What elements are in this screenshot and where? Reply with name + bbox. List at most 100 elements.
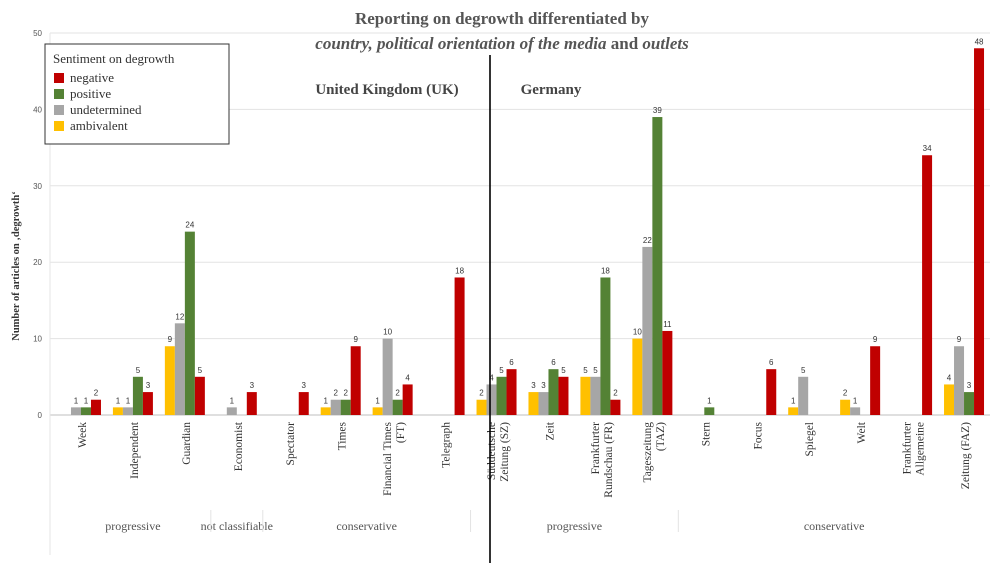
category-label-line: Allgemeine — [915, 422, 927, 476]
category-label: Spectator — [285, 422, 297, 466]
data-label: 5 — [561, 366, 566, 375]
bar-ambivalent — [476, 399, 487, 415]
bar-positive — [392, 399, 403, 415]
bar-ambivalent — [788, 407, 799, 415]
y-tick-label: 50 — [33, 29, 42, 38]
y-tick-label: 30 — [33, 182, 42, 191]
bar-ambivalent — [372, 407, 383, 415]
y-tick-label: 10 — [33, 335, 42, 344]
y-tick-label: 20 — [33, 258, 42, 267]
bar-ambivalent — [164, 346, 175, 415]
data-label: 34 — [923, 144, 932, 153]
category-label: Süddeutsche Zeitung (SZ) — [486, 422, 511, 482]
category-label-line: Economist — [233, 421, 245, 471]
legend-swatch-positive — [54, 89, 64, 99]
bar-undetermined — [382, 338, 393, 415]
category-label: Times — [337, 421, 349, 450]
data-label: 48 — [975, 37, 984, 46]
category-label: Independent — [129, 421, 141, 479]
y-axis-label: Number of articles on ‚degrowth‘ — [11, 191, 22, 341]
data-label: 3 — [146, 381, 151, 390]
data-label: 22 — [643, 236, 652, 245]
legend-swatch-negative — [54, 73, 64, 83]
data-label: 11 — [663, 320, 672, 329]
bar-undetermined — [538, 392, 549, 415]
bar-negative — [870, 346, 881, 415]
group-label: conservative — [336, 519, 397, 533]
legend-swatch-undetermined — [54, 105, 64, 115]
legend: Sentiment on degrowth negativepositiveun… — [44, 43, 230, 145]
bar-negative — [662, 330, 673, 415]
bar-negative — [194, 376, 205, 415]
group-labels: progressive not classifiable conservative p… — [105, 510, 864, 533]
data-label: 3 — [541, 381, 546, 390]
data-label: 1 — [84, 396, 89, 405]
bar-undetermined — [954, 346, 965, 415]
category-label: Telegraph — [441, 422, 453, 468]
data-label: 12 — [175, 312, 184, 321]
subtitle-part: country, political orientation of the me… — [315, 34, 607, 53]
country-label-uk: United Kingdom (UK) — [315, 82, 458, 98]
legend-box — [44, 43, 230, 145]
bar-negative — [142, 392, 153, 415]
subtitle-part: and — [607, 34, 643, 53]
category-label: Spiegel — [804, 422, 816, 457]
bar-ambivalent — [632, 338, 643, 415]
bar-undetermined — [330, 399, 341, 415]
category-label-line: Spectator — [285, 422, 297, 466]
data-label: 6 — [509, 358, 514, 367]
category-label: Economist — [233, 421, 245, 471]
category-label: Focus — [752, 421, 764, 449]
bar-negative — [610, 399, 621, 415]
data-label: 10 — [633, 328, 642, 337]
category-label: Frankfurter Rundschau (FR) — [590, 422, 615, 498]
legend-label-undetermined: undetermined — [70, 102, 142, 117]
data-label: 4 — [489, 373, 494, 382]
category-label-line: Spiegel — [804, 422, 816, 457]
bar-ambivalent — [840, 399, 851, 415]
bar-positive — [704, 407, 715, 415]
bar-undetermined — [798, 376, 809, 415]
data-label: 2 — [333, 389, 338, 398]
gridlines — [50, 32, 990, 416]
legend-title: Sentiment on degrowth — [53, 51, 175, 66]
bar-negative — [402, 384, 413, 415]
data-label: 4 — [405, 373, 410, 382]
data-label: 9 — [353, 335, 358, 344]
bar-ambivalent — [580, 376, 591, 415]
category-labels: Week Independent Guardian Economist Spectato… — [77, 421, 972, 498]
category-label: Tageszeitung (TAZ) — [642, 422, 667, 483]
data-label: 1 — [375, 396, 380, 405]
bar-negative — [350, 346, 361, 415]
subtitle-part: outlets — [642, 34, 689, 53]
group-label: conservative — [804, 519, 865, 533]
bar-negative — [558, 376, 569, 415]
bar-positive — [340, 399, 351, 415]
data-label: 2 — [395, 389, 400, 398]
bar-negative — [766, 369, 777, 415]
data-label: 3 — [302, 381, 307, 390]
data-label: 39 — [653, 106, 662, 115]
category-label-line: Tageszeitung — [642, 422, 654, 483]
category-label: Zeitung (FAZ) — [960, 422, 972, 489]
category-label-line: Independent — [129, 421, 141, 479]
y-tick-label: 40 — [33, 105, 42, 114]
legend-label-negative: negative — [70, 70, 114, 85]
group-label: progressive — [547, 519, 602, 533]
bar-undetermined — [486, 384, 497, 415]
data-label: 2 — [843, 389, 848, 398]
bar-undetermined — [174, 323, 185, 415]
data-label: 5 — [583, 366, 588, 375]
category-label: Welt — [856, 421, 868, 443]
category-label-line: (FT) — [395, 422, 407, 443]
data-label: 2 — [94, 389, 99, 398]
legend-swatch-ambivalent — [54, 121, 64, 131]
bar-undetermined — [642, 246, 653, 415]
category-label-line: Welt — [856, 421, 868, 443]
bar-negative — [90, 399, 101, 415]
group-label: progressive — [105, 519, 160, 533]
country-label-germany: Germany — [521, 82, 582, 98]
category-label-line: Süddeutsche — [486, 422, 498, 480]
